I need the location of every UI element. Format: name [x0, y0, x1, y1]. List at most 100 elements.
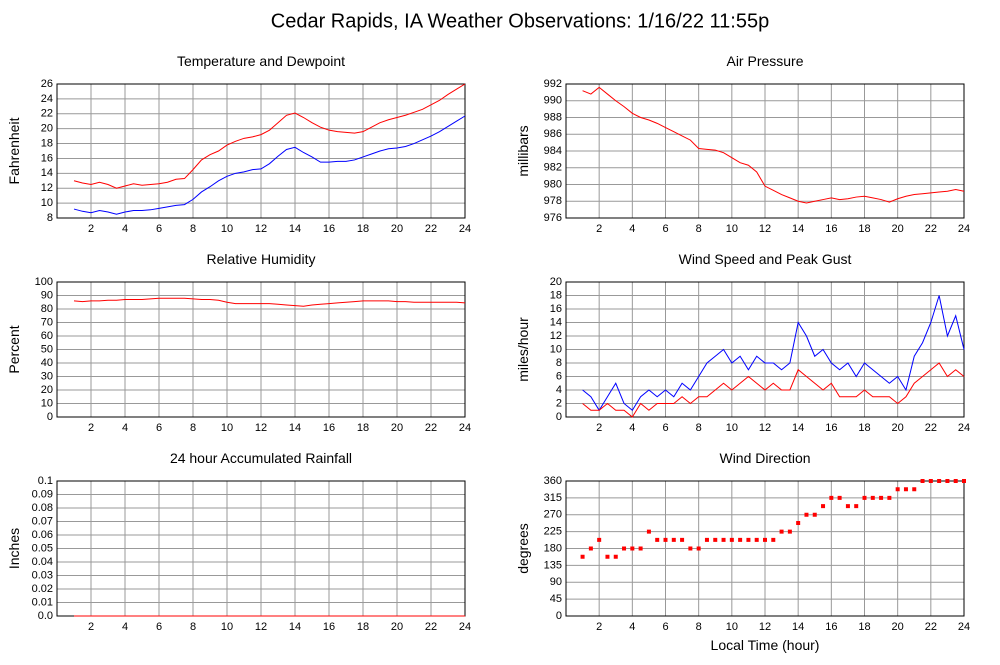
y-axis-label: degrees — [515, 523, 531, 574]
scatter-point — [721, 537, 726, 542]
plot-frame — [56, 281, 466, 418]
x-tick-label: 24 — [958, 621, 970, 633]
scatter-point — [713, 537, 718, 542]
scatter-point — [779, 529, 784, 534]
x-tick-label: 8 — [696, 223, 702, 235]
scatter-point — [887, 495, 892, 500]
x-tick-label: 4 — [629, 422, 635, 434]
x-tick-label: 2 — [596, 223, 602, 235]
x-tick-label: 12 — [255, 223, 267, 235]
scatter-point — [746, 537, 751, 542]
scatter-point — [763, 537, 767, 542]
x-tick-label: 18 — [858, 223, 870, 235]
x-tick-label: 12 — [255, 422, 267, 434]
scatter-point — [663, 537, 668, 542]
y-tick-label: 70 — [41, 316, 53, 328]
panel-title: Relative Humidity — [207, 251, 316, 267]
series-line — [582, 295, 965, 412]
y-tick-label: 20 — [550, 276, 562, 288]
x-tick-label: 6 — [662, 422, 668, 434]
x-tick-label: 6 — [156, 422, 162, 434]
x-tick-label: 4 — [122, 422, 128, 434]
y-axis-label: millibars — [515, 125, 531, 176]
scatter-point — [605, 554, 610, 559]
y-tick-label: 60 — [41, 330, 53, 342]
y-tick-label: 0.05 — [32, 542, 53, 554]
scatter-point — [837, 495, 842, 500]
x-tick-label: 16 — [825, 422, 837, 434]
scatter-point — [903, 487, 908, 492]
scatter-point — [862, 495, 867, 500]
x-tick-label: 22 — [925, 422, 937, 434]
series-line — [73, 83, 466, 189]
y-tick-label: 0.02 — [32, 583, 53, 595]
x-tick-label: 20 — [892, 422, 904, 434]
x-tick-label: 24 — [958, 223, 970, 235]
x-tick-label: 12 — [759, 223, 771, 235]
x-tick-label: 2 — [596, 422, 602, 434]
scatter-point — [688, 546, 693, 551]
y-tick-label: 100 — [35, 276, 53, 288]
y-tick-label: 0.06 — [32, 529, 53, 541]
scatter-point — [829, 495, 834, 500]
y-tick-label: 6 — [556, 370, 562, 382]
x-tick-label: 24 — [459, 422, 471, 434]
x-tick-label: 14 — [289, 621, 301, 633]
scatter-point — [895, 487, 900, 492]
y-tick-label: 14 — [41, 167, 53, 179]
scatter-point — [821, 504, 826, 509]
panel-title: Temperature and Dewpoint — [177, 53, 345, 69]
series-line — [73, 115, 466, 215]
x-tick-label: 6 — [662, 223, 668, 235]
x-tick-label: 22 — [425, 223, 437, 235]
y-tick-label: 10 — [550, 343, 562, 355]
panel-title: 24 hour Accumulated Rainfall — [170, 450, 352, 466]
y-tick-label: 992 — [544, 78, 562, 90]
x-tick-label: 20 — [892, 621, 904, 633]
scatter-point — [613, 554, 618, 559]
x-tick-label: 16 — [323, 422, 335, 434]
scatter-point — [771, 537, 776, 542]
x-tick-label: 4 — [122, 223, 128, 235]
scatter-point — [680, 537, 685, 542]
y-axis-label: Percent — [6, 325, 22, 373]
y-tick-label: 135 — [544, 559, 562, 571]
y-tick-label: 20 — [41, 384, 53, 396]
scatter-point — [696, 546, 701, 551]
x-tick-label: 12 — [255, 621, 267, 633]
x-tick-label: 8 — [696, 621, 702, 633]
y-tick-label: 10 — [41, 397, 53, 409]
x-axis-label: Local Time (hour) — [711, 637, 820, 653]
scatter-point — [812, 512, 817, 517]
x-tick-label: 18 — [357, 621, 369, 633]
x-tick-label: 18 — [858, 422, 870, 434]
y-tick-label: 980 — [544, 178, 562, 190]
x-tick-label: 4 — [122, 621, 128, 633]
panel-title: Air Pressure — [726, 53, 803, 69]
scatter-point — [845, 504, 850, 509]
x-tick-label: 24 — [958, 422, 970, 434]
x-tick-label: 2 — [88, 422, 94, 434]
x-tick-label: 2 — [88, 223, 94, 235]
scatter-point — [928, 479, 933, 483]
scatter-point — [580, 554, 585, 559]
plot-frame — [565, 83, 965, 219]
y-tick-label: 50 — [41, 343, 53, 355]
scatter-point — [796, 521, 801, 525]
x-tick-label: 8 — [190, 223, 196, 235]
y-tick-label: 30 — [41, 370, 53, 382]
x-tick-label: 14 — [792, 223, 804, 235]
y-tick-label: 0 — [47, 411, 53, 423]
x-tick-label: 14 — [289, 422, 301, 434]
x-tick-label: 14 — [792, 422, 804, 434]
y-tick-label: 26 — [41, 78, 53, 90]
y-tick-label: 45 — [550, 593, 562, 605]
scatter-point — [962, 479, 966, 483]
scatter-point — [738, 537, 743, 542]
x-tick-label: 10 — [221, 621, 233, 633]
y-tick-label: 976 — [544, 212, 562, 224]
y-tick-label: 22 — [41, 108, 53, 120]
y-tick-label: 12 — [550, 330, 562, 342]
scatter-point — [646, 529, 651, 534]
y-tick-label: 8 — [556, 357, 562, 369]
